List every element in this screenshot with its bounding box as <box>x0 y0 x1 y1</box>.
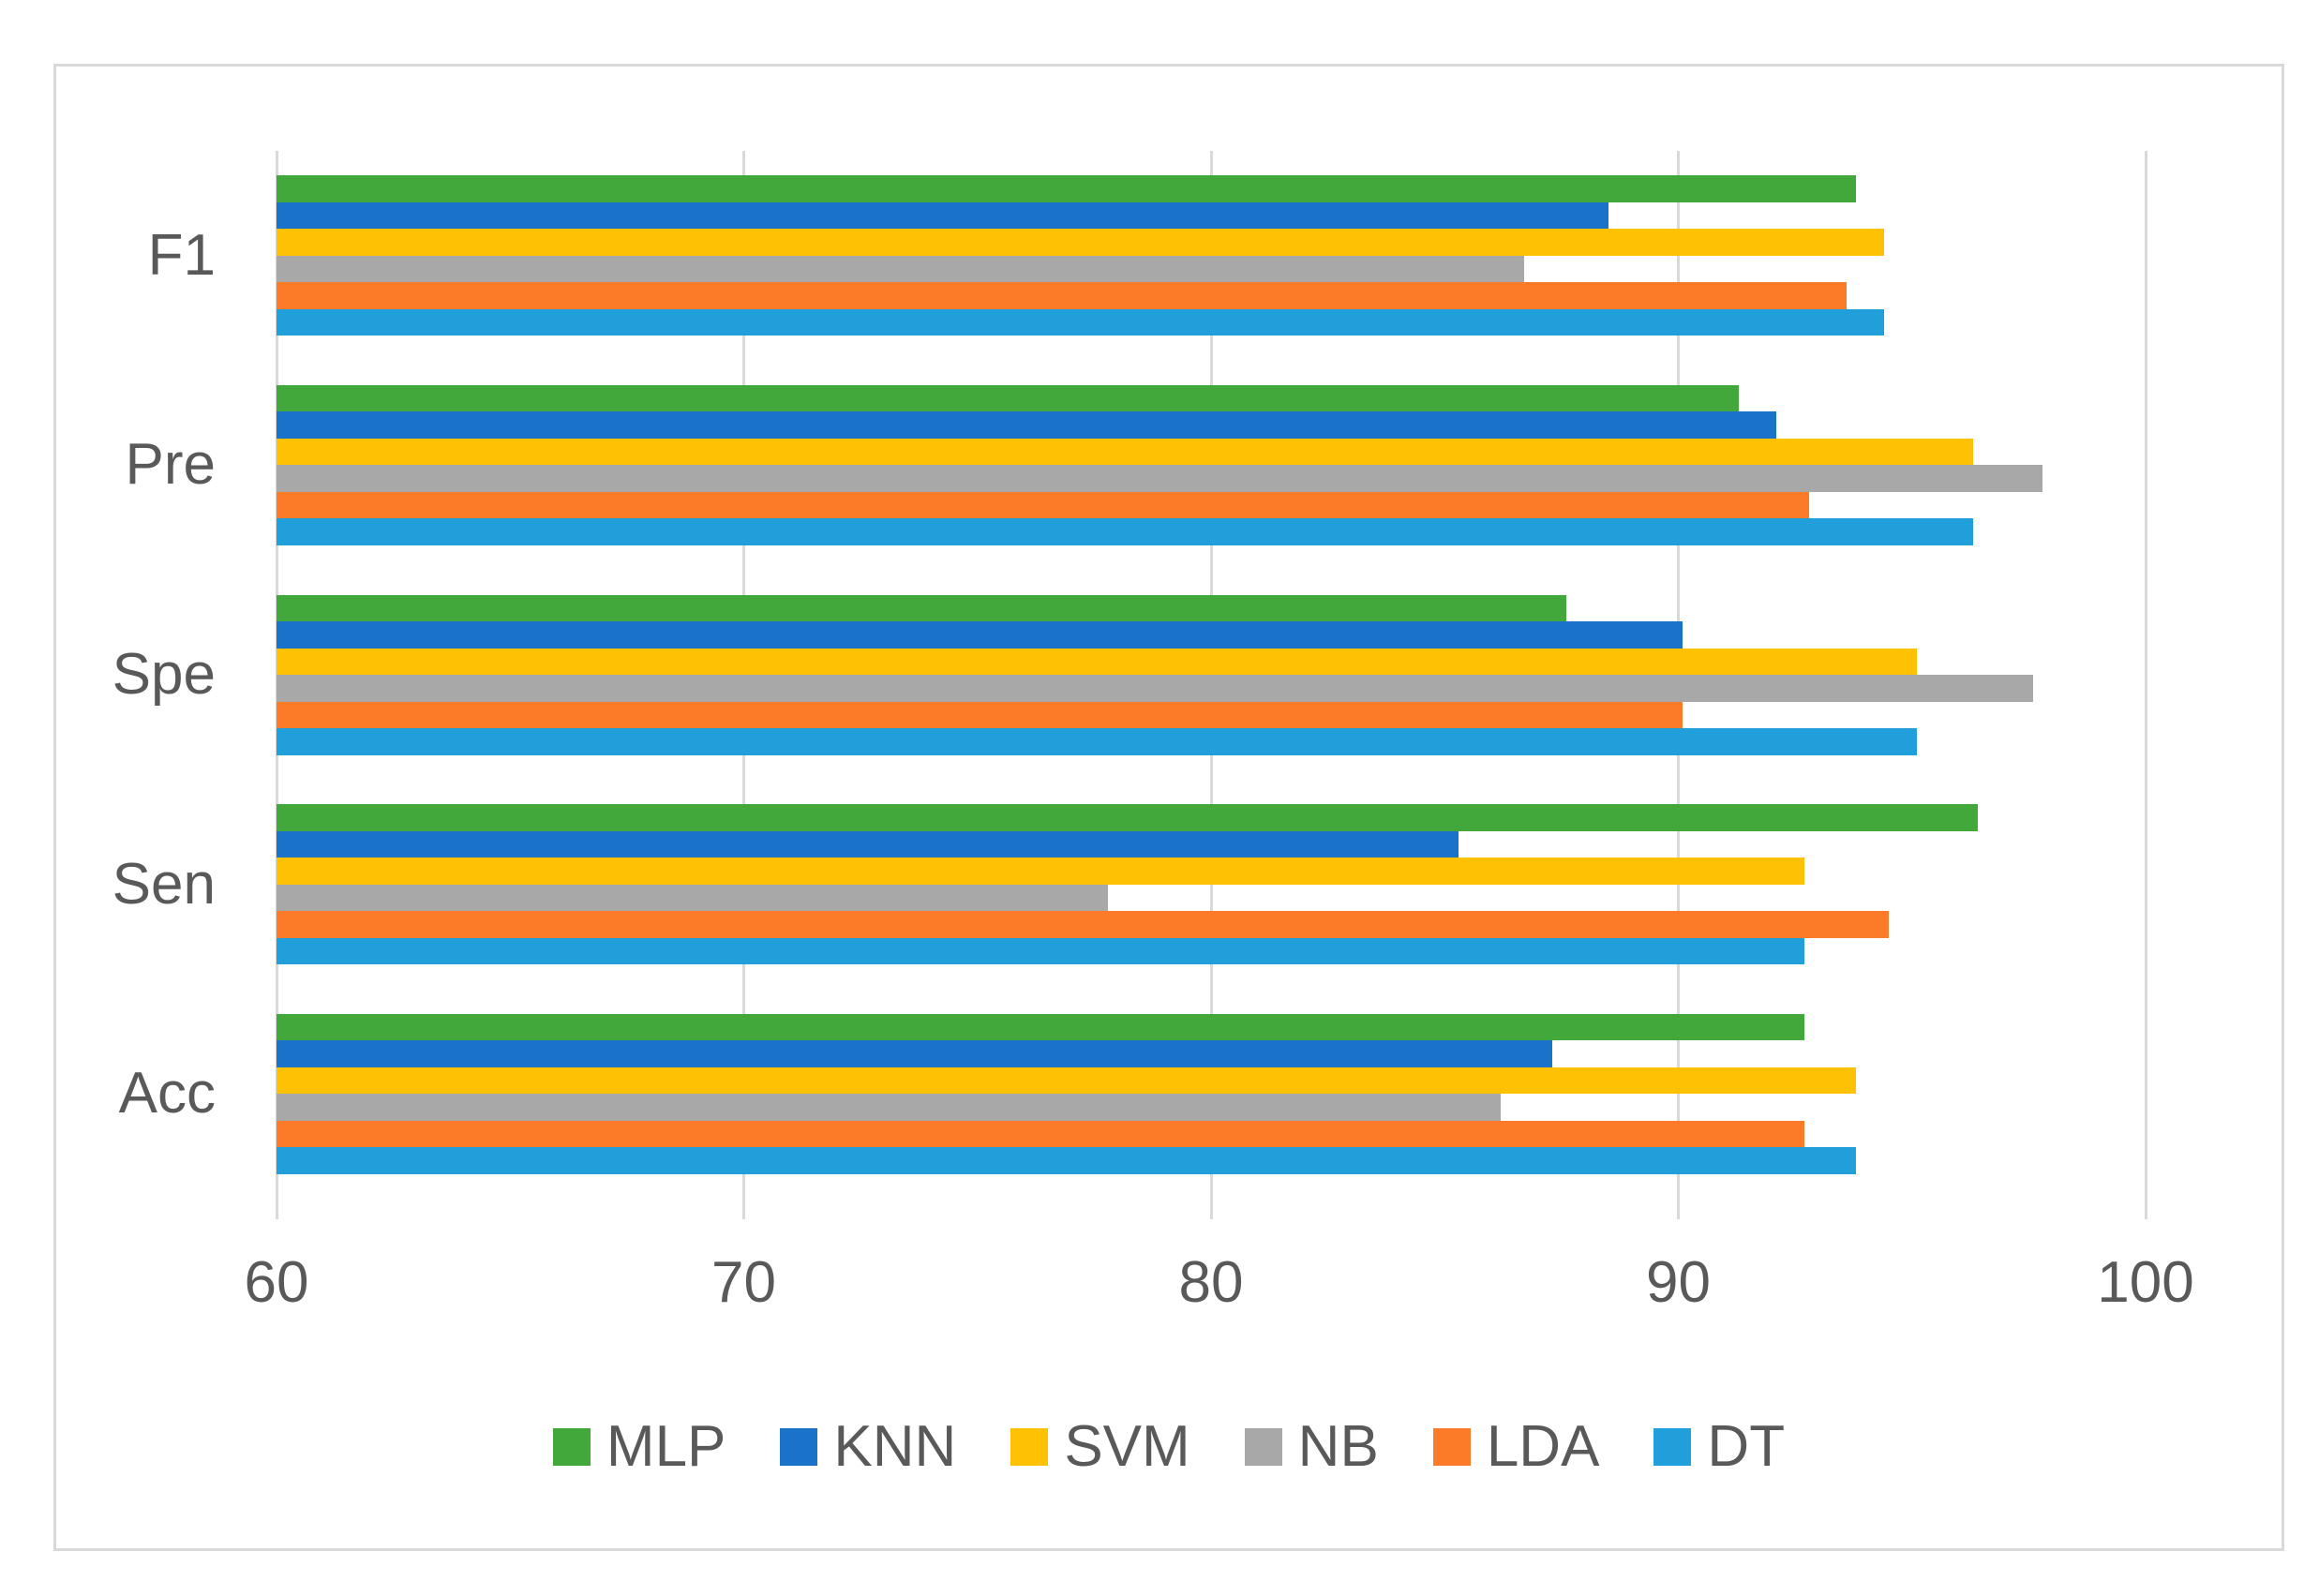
bar-knn-spe <box>277 621 1683 649</box>
bar-nb-acc <box>277 1094 1502 1121</box>
bar-svm-acc <box>277 1066 1856 1095</box>
legend-item-svm: SVM <box>1010 1414 1190 1480</box>
x-tick-label-60: 60 <box>244 1250 309 1315</box>
legend-item-nb: NB <box>1244 1414 1379 1480</box>
x-tick-label-80: 80 <box>1178 1250 1244 1315</box>
x-tick-label-70: 70 <box>711 1250 776 1315</box>
bar-dt-spe <box>277 728 1917 755</box>
bar-mlp-sen <box>277 804 1978 831</box>
bar-dt-pre <box>277 518 1973 545</box>
bar-dt-f1 <box>277 308 1884 336</box>
y-axis-label-pre: Pre <box>125 432 216 498</box>
legend-label-knn: KNN <box>833 1414 957 1479</box>
y-axis-label-f1: F1 <box>147 222 216 288</box>
bar-lda-pre <box>277 491 1810 519</box>
legend-swatch-knn <box>780 1428 818 1466</box>
x-tick-label-90: 90 <box>1646 1250 1711 1315</box>
legend-item-mlp: MLP <box>552 1414 726 1480</box>
legend-label-dt: DT <box>1707 1414 1786 1479</box>
legend-swatch-nb <box>1244 1428 1282 1466</box>
bar-knn-f1 <box>277 201 1608 230</box>
bar-lda-spe <box>277 701 1683 728</box>
bar-nb-pre <box>277 465 2043 492</box>
chart-frame: F1 Pre Spe Sen Acc 60 70 80 90 100 MLP KNN SVM NB LD… <box>53 64 2284 1551</box>
bar-nb-sen <box>277 884 1109 912</box>
legend-swatch-dt <box>1653 1428 1692 1466</box>
legend-label-lda: LDA <box>1486 1414 1600 1479</box>
bar-mlp-f1 <box>277 175 1856 202</box>
bar-mlp-acc <box>277 1013 1805 1041</box>
bar-knn-acc <box>277 1040 1552 1067</box>
category-axis: F1 Pre Spe Sen Acc <box>56 67 2282 1548</box>
bar-nb-f1 <box>277 255 1524 283</box>
y-axis-label-sen: Sen <box>112 851 216 917</box>
legend-swatch-lda <box>1432 1428 1471 1466</box>
x-tick-label-100: 100 <box>2097 1250 2194 1315</box>
bar-nb-spe <box>277 675 2034 702</box>
bar-layer <box>56 67 2282 1548</box>
y-axis-label-spe: Spe <box>112 642 216 707</box>
bar-svm-sen <box>277 858 1805 885</box>
bar-dt-sen <box>277 937 1805 965</box>
legend-item-dt: DT <box>1653 1414 1785 1480</box>
legend-item-lda: LDA <box>1432 1414 1600 1480</box>
bar-svm-f1 <box>277 229 1884 256</box>
value-axis: 60 70 80 90 100 <box>56 67 2282 1548</box>
legend-swatch-mlp <box>552 1428 591 1466</box>
legend-label-nb: NB <box>1297 1414 1379 1479</box>
legend-label-svm: SVM <box>1064 1414 1190 1479</box>
legend: MLP KNN SVM NB LDA DT <box>56 1414 2282 1480</box>
y-axis-label-acc: Acc <box>118 1061 216 1126</box>
bar-mlp-pre <box>277 384 1740 412</box>
bar-svm-pre <box>277 438 1973 466</box>
legend-label-mlp: MLP <box>606 1414 726 1479</box>
bar-lda-acc <box>277 1120 1805 1148</box>
legend-swatch-svm <box>1010 1428 1049 1466</box>
legend-item-knn: KNN <box>780 1414 956 1480</box>
bar-lda-sen <box>277 911 1889 938</box>
gridline-100 <box>2144 151 2147 1219</box>
bar-dt-acc <box>277 1147 1856 1174</box>
bar-svm-spe <box>277 648 1917 675</box>
bar-knn-pre <box>277 411 1777 439</box>
bar-lda-f1 <box>277 282 1847 309</box>
bar-knn-sen <box>277 830 1459 858</box>
bar-mlp-spe <box>277 594 1566 621</box>
